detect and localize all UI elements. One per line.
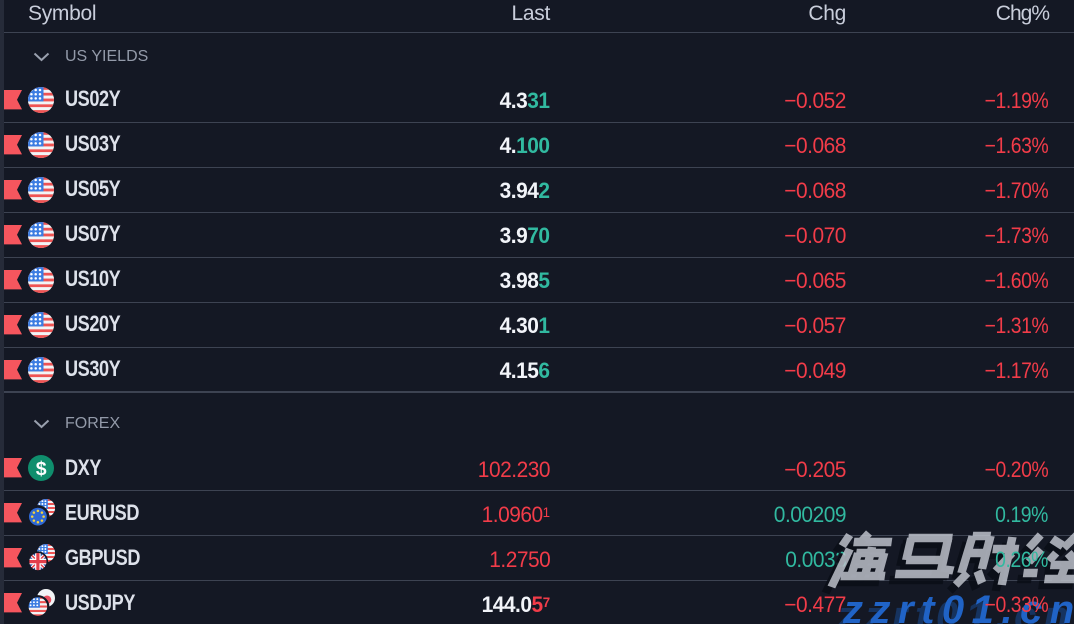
- svg-text:$: $: [35, 458, 46, 480]
